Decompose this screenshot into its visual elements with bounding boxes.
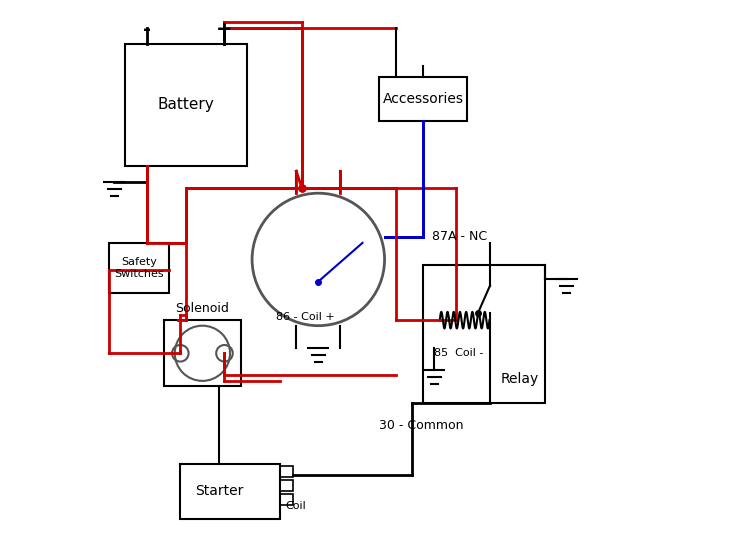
Text: 30 - Common: 30 - Common [379,418,464,432]
Text: +: + [216,20,233,39]
Text: 85  Coil -: 85 Coil - [434,348,484,358]
Bar [125,44,247,166]
Text: 87A - NC: 87A - NC [432,230,487,243]
Bar [280,466,294,477]
Text: Solenoid: Solenoid [175,301,230,315]
Text: Relay: Relay [501,373,539,386]
Text: 86 - Coil +: 86 - Coil + [276,312,335,322]
Text: Coil: Coil [285,501,306,511]
Text: Starter: Starter [195,484,243,498]
Bar [379,77,467,121]
Text: -: - [144,20,151,39]
Text: Accessories: Accessories [383,92,464,107]
Bar [109,243,169,293]
Bar [423,265,545,403]
Text: Battery: Battery [158,97,214,113]
Bar [180,464,280,519]
Bar [163,320,241,386]
Bar [280,494,294,505]
Text: Safety
Switches: Safety Switches [114,257,163,279]
Bar [280,480,294,491]
